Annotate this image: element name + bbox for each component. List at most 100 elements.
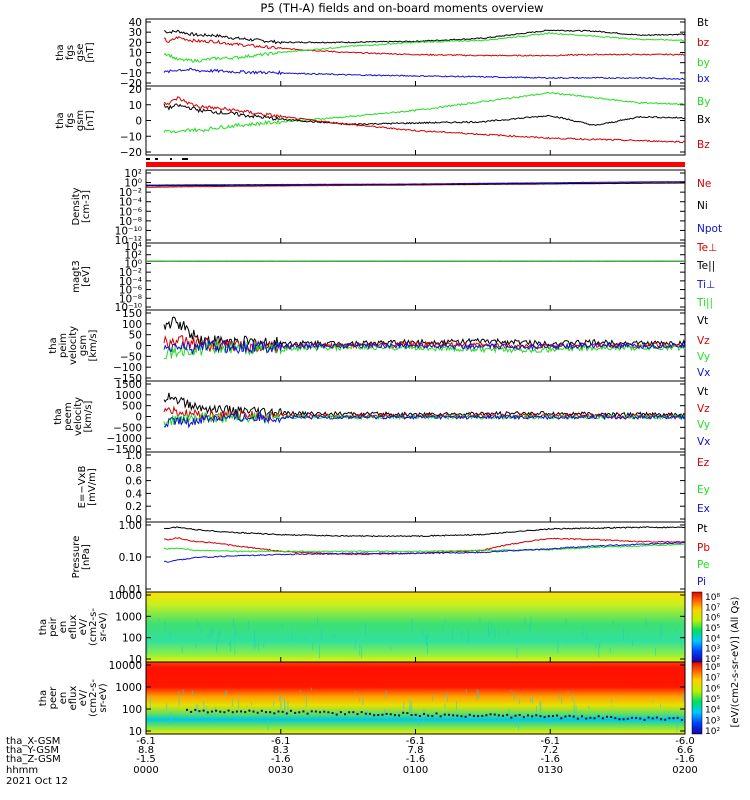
spectrogram-dot [240,710,243,713]
colorbar-tick-label: 10⁸ [705,593,720,603]
colorbar-tick-label: 10⁶ [705,614,720,624]
spectrogram-dot [464,715,467,718]
colorbar-tick-label: 10⁷ [705,674,720,684]
y-tick-label: 10⁻⁸ [119,216,142,228]
spectrogram-dot [331,712,334,715]
x-tick-value: 0030 [268,765,293,776]
spectrogram-dot [635,716,638,719]
spectrogram-dot [664,718,667,721]
legend-entry: Ne [697,178,711,190]
series-line-Bx [163,103,686,126]
y-tick-label: 10⁻⁶ [119,285,142,297]
y-tick-label: 100 [122,319,142,331]
legend-entry: Ni [697,200,708,212]
spectrogram-dot [680,718,683,721]
spectrogram-dot [294,711,297,714]
y-axis-label: tha [53,408,64,424]
y-tick-label: 50 [129,330,142,342]
spectrogram-dot [543,716,546,719]
y-tick-label: 0 [135,412,142,424]
spectrogram-dot [535,714,538,717]
spectrogram-dot [589,716,592,719]
x-tick-value: 6.6 [677,745,693,756]
spectrogram-dot [443,713,446,716]
spectrogram-dot [210,710,213,713]
legend-entry: Vt [697,315,708,327]
y-tick-label: 1000 [115,390,142,402]
spectrogram-dot [597,715,600,718]
series-line-Vx [163,339,686,356]
y-tick-label: 40 [129,17,142,29]
panel-frame [145,169,686,244]
y-tick-label: 500 [122,401,142,413]
spectrogram-dot [452,714,455,717]
y-tick-label: 10⁴ [124,241,142,253]
spectrogram-dot [572,715,575,718]
mode-bar-top [146,160,685,163]
y-axis-label: eflux [68,615,79,640]
x-tick-value: 0200 [672,765,697,776]
y-tick-label: −10 [120,68,142,80]
spectrogram-dot [568,714,571,717]
spectrogram-dot [418,715,421,718]
spectrogram-dot [485,714,488,717]
spectrogram-dot [314,710,317,713]
y-tick-label: 1000 [115,611,142,623]
y-tick-label: 100 [122,704,142,716]
x-tick-value: -6.0 [675,736,695,747]
y-tick-label: 150 [122,308,142,320]
spectrogram-dot [398,714,401,717]
spectrogram-dot [285,712,288,715]
legend-entry: Bt [697,17,708,29]
y-tick-label: 20 [129,37,142,49]
spectrogram-dot [460,715,463,718]
spectrogram-dot [630,716,633,719]
series-line-Vz [163,405,686,422]
spectrogram-peir_en_eflux [146,592,685,662]
x-tick-value: 7.8 [408,745,424,756]
spectrogram-dot [302,710,305,713]
y-tick-label: 0.2 [125,501,142,513]
panel-peir_en_eflux: 10000 1000 100 10 tha peir en eflux eV/(cm2-s-sr… [38,590,686,666]
y-axis-label: en [58,692,69,705]
y-tick-label: 10 [129,726,142,738]
colorbar-tick-label: 10⁵ [705,624,720,634]
y-axis-label: fgs [65,113,76,128]
legend-entry: Vy [697,419,710,431]
legend-entry: Bz [697,139,710,151]
spectrogram-dot [269,711,272,714]
legend-entry: Vx [697,436,710,448]
spectrogram-dot [344,713,347,716]
y-axis-label: fgs [65,45,76,60]
y-axis-label: (cm2-s- [88,608,99,646]
spectrogram-dot [526,714,529,717]
colorbar-electron [691,661,703,735]
x-tick-value: -1.6 [540,754,560,765]
y-tick-label: −1500 [106,444,142,456]
spectrogram-dot [514,714,517,717]
legend-entry: Ex [697,503,710,515]
spectrogram-dot [223,711,226,714]
spectrogram-dot [564,715,567,718]
legend-entry: Ti|| [696,297,713,309]
y-tick-label: 10⁰ [124,178,142,190]
colorbar-ion [691,591,703,663]
spectrogram-dot [389,713,392,716]
series-line-Vy [163,411,686,428]
y-tick-label: 10⁻² [119,267,142,279]
spectrogram-dot [198,710,201,713]
mode-bar-segment [155,158,158,160]
series-line-Vz [163,334,686,355]
y-tick-label: 10⁻¹² [115,235,142,247]
y-tick-label: 0.4 [125,488,142,500]
y-axis-label: peer [48,686,59,710]
legend-entry: Te|| [696,260,715,272]
spectrogram-dot [244,711,247,714]
spectrogram-dot [335,713,338,716]
y-tick-label: 1.0 [125,450,142,462]
spectrogram-peer_en_eflux [146,662,685,734]
spectrogram-dot [190,710,193,713]
